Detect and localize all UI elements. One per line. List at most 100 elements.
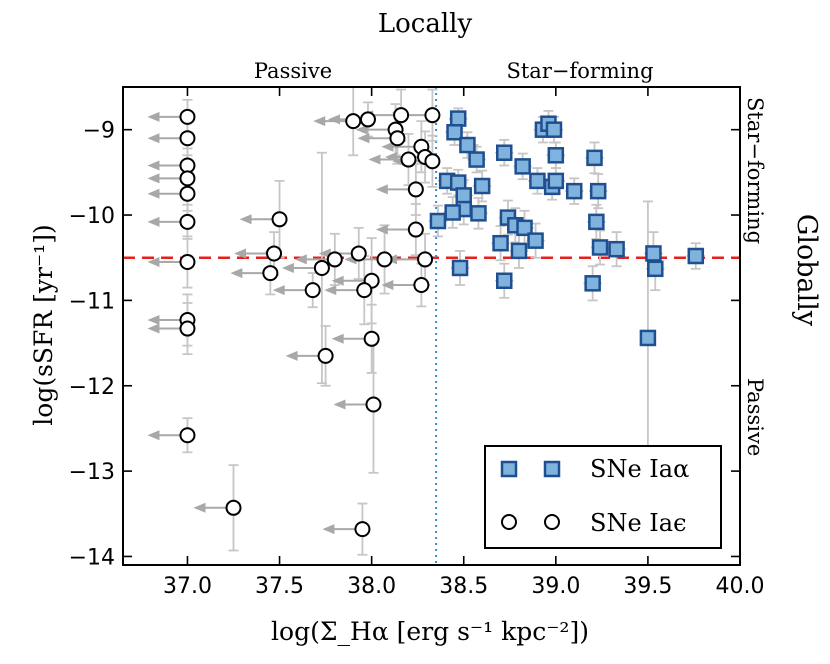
- upper-limit-arrow-head-8: [147, 323, 160, 334]
- upper-limit-arrow-head-28: [375, 184, 388, 195]
- point-alpha-6: [473, 177, 491, 195]
- y-tick-label-3: −12: [69, 375, 115, 400]
- point-alpha-38: [584, 275, 601, 292]
- upper-limit-arrow-head-7: [147, 315, 160, 326]
- chart-title: Locally: [378, 9, 473, 39]
- upper-limit-arrow-head-35: [324, 285, 337, 296]
- upper-limit-arrow-head-15: [281, 262, 294, 273]
- x-tick-label-3: 38.5: [439, 574, 488, 599]
- upper-limit-arrow-head-2: [147, 160, 160, 171]
- point-epsilon-9: [179, 427, 196, 444]
- point-alpha-36: [451, 259, 469, 277]
- upper-limit-arrow-head-17: [285, 350, 298, 361]
- upper-limit-arrow-head-1: [147, 133, 160, 144]
- upper-limit-arrow-head-4: [147, 188, 160, 199]
- point-alpha-2: [459, 136, 476, 154]
- point-alpha-15: [545, 121, 563, 138]
- point-alpha-7: [455, 187, 472, 204]
- point-epsilon-10: [271, 211, 288, 228]
- point-alpha-17: [514, 158, 531, 175]
- upper-limit-arrow-head-38: [322, 524, 335, 535]
- point-epsilon-35: [356, 282, 373, 299]
- upper-limit-arrow-head-13: [193, 502, 206, 513]
- point-epsilon-1: [179, 130, 196, 147]
- point-epsilon-14: [304, 282, 321, 299]
- upper-limit-arrow-head-29: [375, 224, 388, 235]
- point-epsilon-3: [179, 170, 196, 187]
- point-alpha-29: [527, 232, 544, 249]
- legend-label-alpha: SNe Iaα: [590, 455, 689, 483]
- point-alpha-9: [444, 204, 461, 221]
- upper-limit-arrow-head-31: [381, 280, 394, 291]
- y-tick-label-1: −10: [69, 204, 115, 229]
- point-epsilon-29: [407, 221, 424, 238]
- point-epsilon-30: [417, 251, 434, 268]
- point-epsilon-38: [354, 521, 371, 538]
- upper-limit-arrow-head-16: [294, 254, 307, 265]
- upper-limit-arrow-head-5: [147, 216, 160, 227]
- legend: SNe Iaα SNe Iaϵ: [484, 445, 722, 549]
- upper-limit-arrow-head-19: [327, 114, 340, 125]
- upper-limit-arrow-head-11: [234, 248, 247, 259]
- x-tick-label-4: 39.0: [531, 574, 580, 599]
- point-alpha-23: [589, 182, 607, 200]
- point-epsilon-8: [179, 320, 196, 337]
- y-axis-label: log(sSFR [yr⁻¹]): [29, 224, 58, 425]
- upper-limit-arrow-head-34: [331, 275, 344, 286]
- upper-limit-arrow-head-14: [272, 285, 285, 296]
- legend-epsilon-marker-1: [501, 514, 517, 530]
- point-epsilon-5: [179, 213, 196, 230]
- right-label-passive: Passive: [743, 378, 767, 456]
- point-alpha-12: [496, 144, 513, 161]
- point-epsilon-23: [400, 151, 417, 168]
- point-epsilon-22: [389, 130, 406, 147]
- upper-limit-arrow-head-18: [313, 116, 326, 127]
- top-label-star-forming: Star−forming: [506, 59, 653, 83]
- point-alpha-30: [510, 242, 528, 260]
- top-label-passive: Passive: [254, 59, 332, 83]
- upper-limit-arrow-head-3: [147, 173, 160, 184]
- upper-limit-arrow-head-37: [333, 399, 346, 410]
- point-epsilon-26: [424, 153, 441, 170]
- point-alpha-24: [588, 213, 605, 231]
- legend-alpha-marker-2: [543, 460, 561, 478]
- point-alpha-11: [429, 212, 447, 230]
- point-epsilon-33: [376, 251, 393, 268]
- point-epsilon-27: [424, 107, 441, 124]
- upper-limit-arrow-head-12: [230, 268, 243, 279]
- point-alpha-0: [449, 110, 467, 127]
- point-epsilon-37: [365, 396, 382, 413]
- y-tick-label-4: −13: [69, 460, 115, 485]
- point-alpha-27: [516, 219, 533, 237]
- point-epsilon-36: [363, 330, 380, 347]
- point-epsilon-31: [413, 277, 430, 294]
- point-epsilon-4: [179, 185, 196, 202]
- plot-frame: [122, 86, 741, 566]
- upper-limit-arrow-head-6: [147, 256, 160, 267]
- x-axis-label: log(Σ_Hα [erg s⁻¹ kpc⁻²]): [271, 617, 589, 646]
- point-alpha-34: [647, 260, 664, 278]
- point-alpha-22: [586, 149, 603, 167]
- right-axis-label: Globally: [791, 214, 822, 327]
- point-alpha-10: [470, 205, 487, 222]
- upper-limit-arrow-head-0: [147, 111, 160, 122]
- upper-limit-arrow-head-22: [357, 133, 370, 144]
- legend-epsilon-marker-2: [544, 514, 560, 530]
- point-epsilon-13: [225, 499, 242, 516]
- point-epsilon-19: [359, 111, 376, 128]
- point-epsilon-16: [326, 251, 343, 268]
- x-tick-label-0: 37.0: [163, 574, 212, 599]
- y-tick-label-2: −11: [69, 289, 115, 314]
- upper-limit-arrow-head-20: [355, 124, 368, 135]
- right-label-star-forming: Star−forming: [743, 97, 767, 244]
- x-tick-label-6: 40.0: [716, 574, 765, 599]
- point-alpha-32: [608, 240, 625, 258]
- point-epsilon-6: [179, 253, 196, 270]
- data-markers: [179, 107, 705, 538]
- x-tick-label-1: 37.5: [255, 574, 304, 599]
- upper-limit-arrow-head-24: [381, 141, 394, 152]
- point-epsilon-11: [266, 245, 283, 262]
- point-epsilon-18: [345, 113, 362, 130]
- upper-limit-arrow-head-36: [331, 333, 344, 344]
